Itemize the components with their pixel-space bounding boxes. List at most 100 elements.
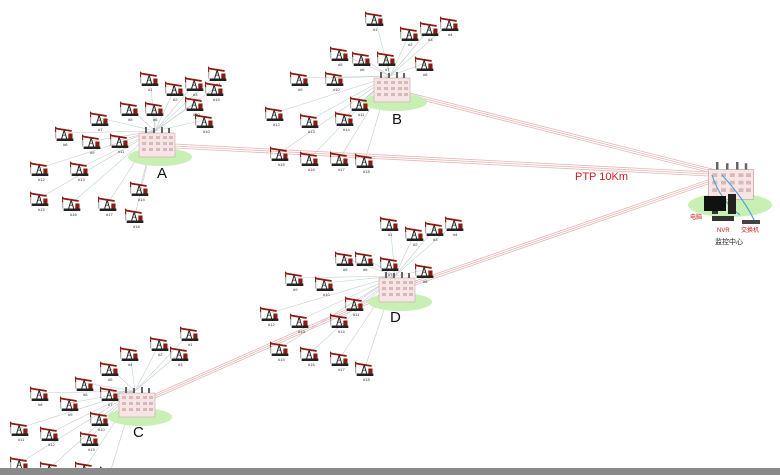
pumpjack: #4 bbox=[445, 215, 465, 237]
pumpjack-icon bbox=[290, 70, 310, 87]
pumpjack-icon bbox=[120, 345, 140, 362]
pumpjack: #9 bbox=[290, 70, 310, 92]
pumpjack: #14 bbox=[335, 110, 355, 132]
pumpjack-label: #5 bbox=[108, 377, 113, 382]
link-c-d bbox=[134, 291, 396, 408]
pumpjack: #15 bbox=[30, 190, 50, 212]
pumpjack-label: #10 bbox=[323, 292, 330, 297]
link-b-center bbox=[389, 89, 729, 176]
pumpjack: #11 bbox=[10, 420, 30, 442]
pumpjack: #7 bbox=[377, 50, 397, 72]
pumpjack-label: #8 bbox=[38, 402, 43, 407]
hub-label: B bbox=[392, 111, 402, 128]
pumpjack-label: #6 bbox=[363, 267, 368, 272]
pumpjack: #9 bbox=[60, 395, 80, 417]
pumpjack-icon bbox=[325, 70, 345, 87]
pumpjack-label: #12 bbox=[273, 122, 280, 127]
monitoring-center: 电脑 NVR 交换机 监控中心 bbox=[688, 162, 772, 246]
pumpjack: #17 bbox=[330, 350, 350, 372]
pumpjack: #11 bbox=[345, 295, 365, 317]
pumpjack-label: #13 bbox=[78, 177, 85, 182]
pumpjack: #2 bbox=[405, 225, 425, 247]
branch-line bbox=[324, 275, 396, 284]
pumpjack-icon bbox=[330, 150, 350, 167]
pumpjack: #18 bbox=[125, 207, 145, 229]
pumpjack-icon bbox=[30, 190, 50, 207]
pumpjack-label: #11 bbox=[18, 437, 25, 442]
computer-icon bbox=[704, 194, 736, 214]
pumpjack-label: #8 bbox=[423, 72, 428, 77]
pumpjack-label: #18 bbox=[363, 169, 370, 174]
pumpjack-label: #14 bbox=[338, 329, 345, 334]
pumpjack: #13 bbox=[70, 160, 90, 182]
pumpjack: #18 bbox=[355, 152, 375, 174]
pumpjack: #17 bbox=[330, 150, 350, 172]
pumpjack: #12 bbox=[30, 160, 50, 182]
switch-icon bbox=[742, 220, 760, 224]
link-d-center bbox=[394, 176, 729, 293]
pumpjack-icon bbox=[330, 350, 350, 367]
pumpjack-label: #14 bbox=[138, 197, 145, 202]
pumpjack-label: #11 bbox=[358, 112, 365, 117]
pumpjack: #6 bbox=[355, 250, 375, 272]
branch-line bbox=[294, 275, 396, 279]
pumpjack: #15 bbox=[270, 340, 290, 362]
pumpjack: #5 bbox=[120, 100, 140, 122]
link-b-center bbox=[389, 87, 729, 174]
pumpjack-label: #4 bbox=[216, 82, 221, 87]
pumpjack-label: #1 bbox=[188, 342, 193, 347]
bottom-scrollbar[interactable] bbox=[0, 468, 780, 475]
pumpjack: #12 bbox=[40, 425, 60, 447]
pumpjack: #10 bbox=[195, 112, 215, 134]
computer-label: 电脑 bbox=[690, 213, 702, 221]
pumpjack-label: #15 bbox=[278, 162, 285, 167]
pumpjack: #6 bbox=[352, 50, 372, 72]
pumpjack-label: #7 bbox=[98, 127, 103, 132]
pumpjack-label: #15 bbox=[278, 357, 285, 362]
pumpjack-icon bbox=[80, 430, 100, 447]
branch-line bbox=[39, 390, 136, 394]
link-a-center bbox=[154, 144, 729, 176]
pumpjack-icon bbox=[400, 25, 420, 42]
pumpjack-icon bbox=[300, 345, 320, 362]
pumpjack-label: #19 bbox=[213, 97, 220, 102]
pumpjack-icon bbox=[330, 45, 350, 62]
pumpjack-label: #2 bbox=[408, 42, 413, 47]
pumpjack: #11 bbox=[110, 132, 130, 154]
pumpjack-icon bbox=[285, 270, 305, 287]
pumpjack: #12 bbox=[265, 105, 285, 127]
pumpjack-label: #15 bbox=[38, 207, 45, 212]
pumpjack-icon bbox=[140, 70, 160, 87]
pumpjack: #16 bbox=[300, 345, 320, 367]
pumpjack: #2 bbox=[400, 25, 420, 47]
pumpjack: #11 bbox=[350, 95, 370, 117]
pumpjack-label: #18 bbox=[133, 224, 140, 229]
pumpjack-label: #16 bbox=[70, 212, 77, 217]
pumpjack: #8 bbox=[55, 125, 75, 147]
pumpjack: #4 bbox=[120, 345, 140, 367]
pumpjack: #7 bbox=[100, 385, 120, 407]
pumpjack-label: #13 bbox=[298, 329, 305, 334]
pumpjack-icon bbox=[335, 250, 355, 267]
nvr-label: NVR bbox=[717, 228, 730, 234]
pumpjack-label: #3 bbox=[178, 362, 183, 367]
pumpjack-icon bbox=[300, 150, 320, 167]
pumpjack: #3 bbox=[170, 345, 190, 367]
pumpjack: #13 bbox=[80, 430, 100, 452]
pumpjack: #8 bbox=[415, 262, 435, 284]
pumpjack-label: #9 bbox=[293, 287, 298, 292]
pumpjack: #4 bbox=[440, 15, 460, 37]
pumpjack: #15 bbox=[270, 145, 290, 167]
pumpjack: #6 bbox=[145, 100, 165, 122]
branch-line bbox=[374, 17, 391, 77]
pumpjack-icon bbox=[290, 312, 310, 329]
branch-line bbox=[39, 130, 156, 169]
pumpjack: #16 bbox=[300, 150, 320, 172]
pumpjack-icon bbox=[380, 255, 400, 272]
branch-line bbox=[389, 62, 426, 77]
ptp-links bbox=[134, 87, 729, 408]
pumpjack: #14 bbox=[330, 312, 350, 334]
pumpjack: #8 bbox=[415, 55, 435, 77]
branch-line bbox=[19, 390, 136, 464]
pumpjack-label: #13 bbox=[308, 129, 315, 134]
